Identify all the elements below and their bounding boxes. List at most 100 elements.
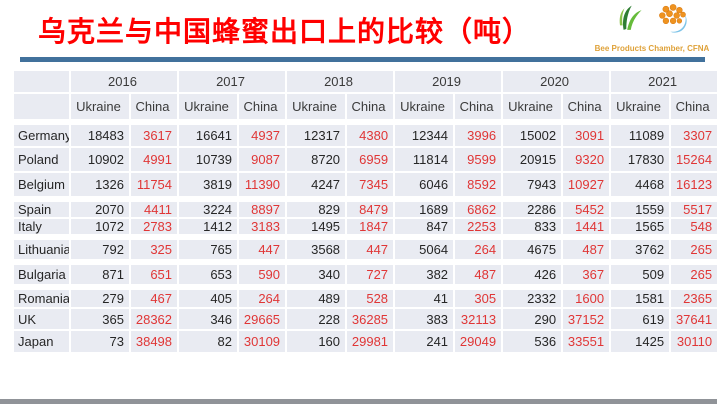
china-column-header: China	[669, 92, 717, 123]
country-label: Spain	[12, 196, 71, 219]
ukraine-value-cell: 382	[393, 259, 456, 288]
china-value-cell: 447	[237, 234, 288, 263]
china-value-cell: 1847	[345, 217, 396, 238]
ukraine-value-cell: 1326	[69, 171, 131, 200]
china-value-cell: 8479	[345, 196, 396, 219]
china-value-cell: 265	[669, 259, 717, 288]
year-header: 2019	[393, 69, 504, 94]
china-value-cell: 3183	[237, 217, 288, 238]
ukraine-value-cell: 4468	[609, 171, 672, 200]
china-value-cell: 2783	[128, 217, 180, 238]
green-leaves-logo-icon	[611, 2, 647, 43]
china-value-cell: 9599	[453, 146, 504, 173]
ukraine-value-cell: 290	[501, 307, 564, 331]
ukraine-value-cell: 15002	[501, 119, 564, 148]
country-label: Germany	[12, 119, 71, 148]
china-value-cell: 29049	[453, 329, 504, 354]
series-header-row: Ukraine China Ukraine China Ukraine China Ukra…	[12, 92, 717, 123]
corner-cell	[12, 92, 71, 123]
organization-logos: Bee Products Chamber, CFNA	[591, 2, 713, 53]
china-value-cell: 11754	[128, 171, 180, 200]
year-header: 2017	[177, 69, 288, 94]
ukraine-value-cell: 3224	[177, 196, 240, 219]
table-row: Italy 1072 2783 1412 3183 1495 1847 847 2253 833 1…	[12, 217, 717, 238]
ukraine-value-cell: 11814	[393, 146, 456, 173]
china-value-cell: 325	[128, 234, 180, 263]
country-label: Italy	[12, 217, 71, 238]
export-comparison-table: 2016 2017 2018 2019 2020 2021 Ukraine China Ukra…	[12, 69, 717, 354]
table-row: Spain 2070 4411 3224 8897 829 8479 1689 6862 2286…	[12, 196, 717, 219]
ukraine-value-cell: 279	[69, 284, 131, 309]
table-row: Bulgaria 871 651 653 590 340 727 382 487 426 367 50…	[12, 259, 717, 288]
ukraine-value-cell: 16641	[177, 119, 240, 148]
ukraine-value-cell: 619	[609, 307, 672, 331]
table-row: Romania 279 467 405 264 489 528 41 305 2332 1600 15…	[12, 284, 717, 309]
year-header: 2021	[609, 69, 717, 94]
ukraine-value-cell: 17830	[609, 146, 672, 173]
ukraine-value-cell: 8720	[285, 146, 348, 173]
ukraine-value-cell: 5064	[393, 234, 456, 263]
ukraine-value-cell: 241	[393, 329, 456, 354]
china-value-cell: 2365	[669, 284, 717, 309]
china-value-cell: 8592	[453, 171, 504, 200]
ukraine-value-cell: 10902	[69, 146, 131, 173]
ukraine-value-cell: 383	[393, 307, 456, 331]
china-value-cell: 6862	[453, 196, 504, 219]
china-column-header: China	[561, 92, 612, 123]
china-column-header: China	[237, 92, 288, 123]
ukraine-column-header: Ukraine	[609, 92, 672, 123]
china-value-cell: 487	[561, 234, 612, 263]
ukraine-value-cell: 7943	[501, 171, 564, 200]
country-label: Japan	[12, 329, 71, 354]
china-value-cell: 548	[669, 217, 717, 238]
china-value-cell: 36285	[345, 307, 396, 331]
china-value-cell: 29981	[345, 329, 396, 354]
china-value-cell: 15264	[669, 146, 717, 173]
china-value-cell: 9320	[561, 146, 612, 173]
ukraine-value-cell: 346	[177, 307, 240, 331]
footer-rule	[0, 399, 717, 404]
china-value-cell: 37641	[669, 307, 717, 331]
china-value-cell: 28362	[128, 307, 180, 331]
ukraine-value-cell: 426	[501, 259, 564, 288]
ukraine-value-cell: 12344	[393, 119, 456, 148]
china-value-cell: 4937	[237, 119, 288, 148]
ukraine-value-cell: 1565	[609, 217, 672, 238]
china-value-cell: 30110	[669, 329, 717, 354]
china-value-cell: 5517	[669, 196, 717, 219]
ukraine-value-cell: 6046	[393, 171, 456, 200]
china-value-cell: 32113	[453, 307, 504, 331]
china-value-cell: 264	[237, 284, 288, 309]
ukraine-value-cell: 765	[177, 234, 240, 263]
ukraine-value-cell: 871	[69, 259, 131, 288]
ukraine-value-cell: 489	[285, 284, 348, 309]
ukraine-value-cell: 82	[177, 329, 240, 354]
china-value-cell: 447	[345, 234, 396, 263]
table-row: Lithuania 792 325 765 447 3568 447 5064 264 4675 4…	[12, 234, 717, 263]
ukraine-value-cell: 847	[393, 217, 456, 238]
china-value-cell: 11390	[237, 171, 288, 200]
table-row: Germany 18483 3617 16641 4937 12317 4380 12344 3…	[12, 119, 717, 148]
ukraine-value-cell: 12317	[285, 119, 348, 148]
china-value-cell: 4411	[128, 196, 180, 219]
ukraine-value-cell: 653	[177, 259, 240, 288]
ukraine-value-cell: 4247	[285, 171, 348, 200]
ukraine-value-cell: 829	[285, 196, 348, 219]
slide-header: 乌克兰与中国蜂蜜出口上的比较（吨）	[0, 0, 717, 56]
ukraine-value-cell: 1581	[609, 284, 672, 309]
table-row: Japan 73 38498 82 30109 160 29981 241 29049 536 33…	[12, 329, 717, 354]
china-value-cell: 29665	[237, 307, 288, 331]
ukraine-value-cell: 1425	[609, 329, 672, 354]
china-column-header: China	[453, 92, 504, 123]
ukraine-value-cell: 1689	[393, 196, 456, 219]
china-value-cell: 5452	[561, 196, 612, 219]
table-row: Belgium 1326 11754 3819 11390 4247 7345 6046 859…	[12, 171, 717, 200]
china-value-cell: 265	[669, 234, 717, 263]
honeycomb-drop-logo-icon	[655, 2, 693, 43]
corner-cell	[12, 69, 71, 94]
ukraine-value-cell: 3568	[285, 234, 348, 263]
ukraine-value-cell: 228	[285, 307, 348, 331]
table-row: UK 365 28362 346 29665 228 36285 383 32113 290 371…	[12, 307, 717, 331]
ukraine-value-cell: 2070	[69, 196, 131, 219]
china-value-cell: 651	[128, 259, 180, 288]
